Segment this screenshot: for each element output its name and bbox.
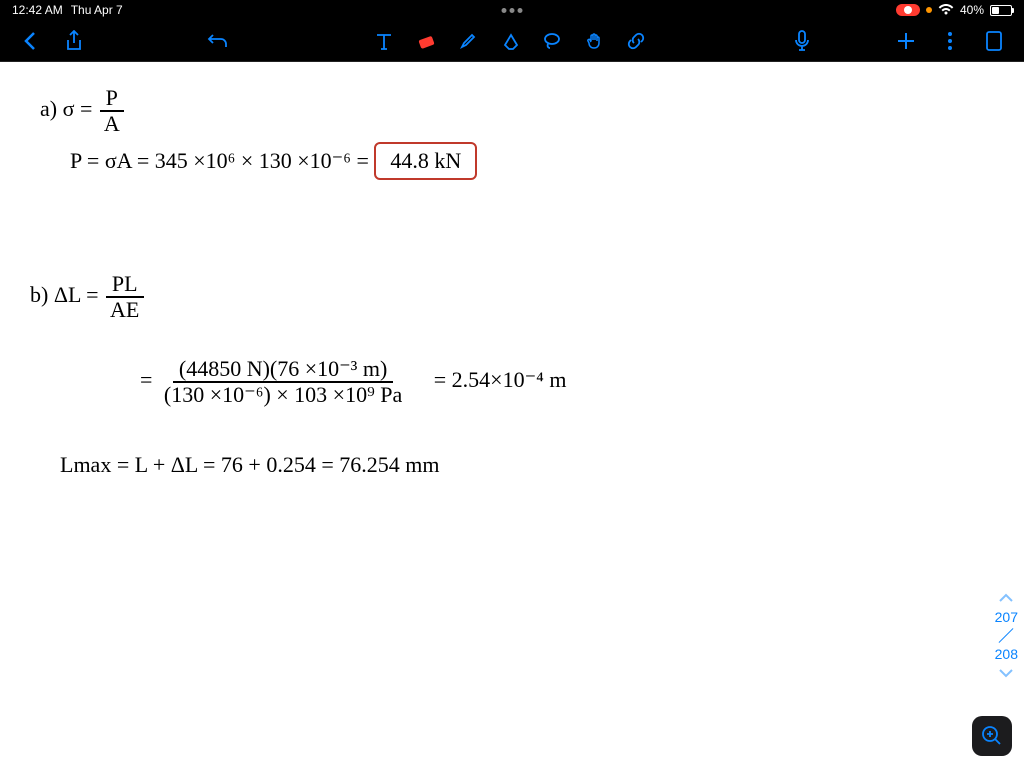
battery-icon bbox=[990, 5, 1012, 16]
text-tool[interactable] bbox=[372, 29, 396, 53]
lasso-tool[interactable] bbox=[540, 29, 564, 53]
current-page: 207 bbox=[995, 609, 1018, 625]
eraser-tool[interactable] bbox=[414, 29, 438, 53]
status-left: 12:42 AM Thu Apr 7 bbox=[12, 3, 123, 17]
result-box: 44.8 kN bbox=[374, 142, 477, 180]
note-canvas[interactable]: a) σ = P A P = σA = 345 ×10⁶ × 130 ×10⁻⁶… bbox=[0, 62, 1024, 768]
app-toolbar bbox=[0, 20, 1024, 62]
note-line: a) σ = P A bbox=[40, 86, 126, 136]
zoom-in-button[interactable] bbox=[972, 716, 1012, 756]
chevron-up-icon[interactable] bbox=[998, 593, 1014, 603]
battery-percent: 40% bbox=[960, 3, 984, 17]
more-button[interactable] bbox=[938, 29, 962, 53]
share-button[interactable] bbox=[62, 29, 86, 53]
multitask-dots[interactable] bbox=[502, 8, 523, 13]
chevron-down-icon[interactable] bbox=[998, 668, 1014, 678]
record-icon bbox=[904, 6, 912, 14]
note-line: P = σA = 345 ×10⁶ × 130 ×10⁻⁶ = 44.8 kN bbox=[70, 142, 477, 180]
pages-button[interactable] bbox=[982, 29, 1006, 53]
add-button[interactable] bbox=[894, 29, 918, 53]
undo-button[interactable] bbox=[206, 29, 230, 53]
total-pages: 208 bbox=[995, 646, 1018, 662]
shape-eraser-tool[interactable] bbox=[498, 29, 522, 53]
page-divider bbox=[999, 628, 1014, 643]
link-tool[interactable] bbox=[624, 29, 648, 53]
microphone-button[interactable] bbox=[790, 29, 814, 53]
back-button[interactable] bbox=[18, 29, 42, 53]
note-line: = (44850 N)(76 ×10⁻³ m) (130 ×10⁻⁶) × 10… bbox=[140, 357, 566, 407]
note-line: b) ΔL = PL AE bbox=[30, 272, 145, 322]
highlighter-tool[interactable] bbox=[456, 29, 480, 53]
mic-in-use-dot bbox=[926, 7, 932, 13]
status-time: 12:42 AM bbox=[12, 3, 63, 17]
fraction: (44850 N)(76 ×10⁻³ m) (130 ×10⁻⁶) × 103 … bbox=[158, 357, 408, 407]
page-indicator[interactable]: 207 208 bbox=[995, 593, 1018, 678]
fraction: PL AE bbox=[104, 272, 145, 322]
status-right: 40% bbox=[896, 3, 1012, 17]
wifi-icon bbox=[938, 4, 954, 16]
hand-tool[interactable] bbox=[582, 29, 606, 53]
note-line: Lmax = L + ΔL = 76 + 0.254 = 76.254 mm bbox=[60, 452, 439, 478]
screen-recording-indicator[interactable] bbox=[896, 4, 920, 16]
status-date: Thu Apr 7 bbox=[71, 3, 123, 17]
fraction: P A bbox=[98, 86, 126, 136]
zoom-in-icon bbox=[981, 725, 1003, 747]
status-bar: 12:42 AM Thu Apr 7 40% bbox=[0, 0, 1024, 20]
